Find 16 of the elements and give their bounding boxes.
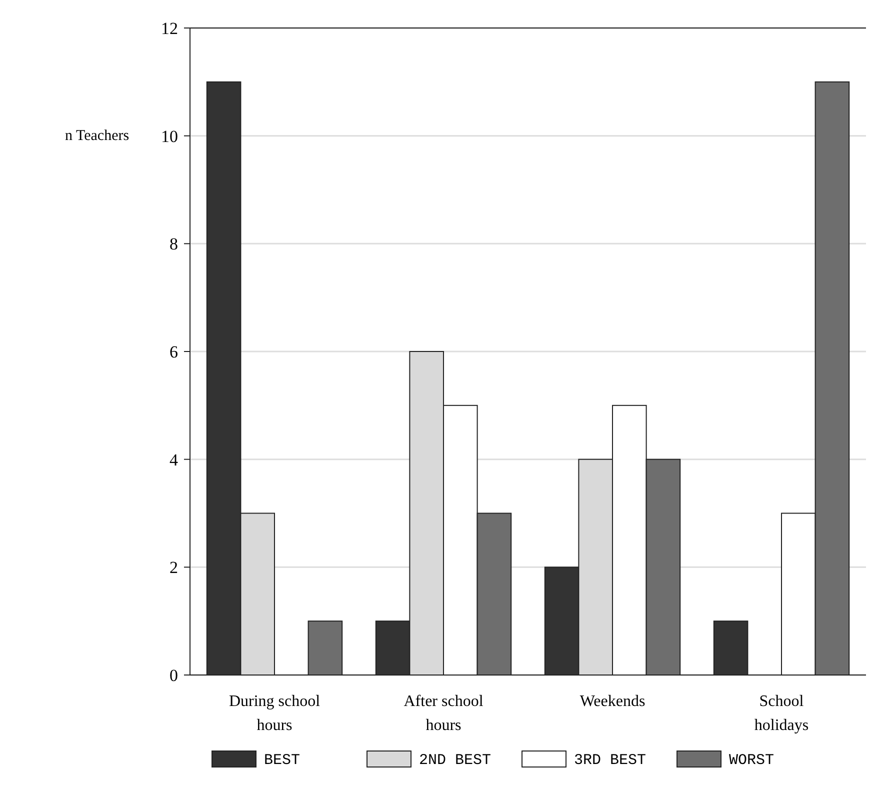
x-tick-label: Weekends xyxy=(580,693,646,710)
y-tick-label: 6 xyxy=(170,342,178,362)
y-tick-label: 8 xyxy=(170,234,178,254)
x-tick-label: During school hours xyxy=(228,693,321,734)
y-tick-label: 2 xyxy=(170,558,178,578)
y-tick-label: 0 xyxy=(170,666,178,685)
legend-label: 2ND BEST xyxy=(419,752,492,769)
legend-label: WORST xyxy=(729,752,774,769)
x-tick-label: After school hours xyxy=(404,693,484,734)
x-tick-label: School holidays xyxy=(754,693,809,734)
y-tick-label: 4 xyxy=(170,450,178,470)
y-tick-label: 12 xyxy=(161,18,178,38)
legend-label: BEST xyxy=(264,752,300,769)
y-axis-title: n Teachers xyxy=(65,128,130,144)
y-tick-label: 10 xyxy=(161,126,178,146)
legend-label: 3RD BEST xyxy=(574,752,646,769)
